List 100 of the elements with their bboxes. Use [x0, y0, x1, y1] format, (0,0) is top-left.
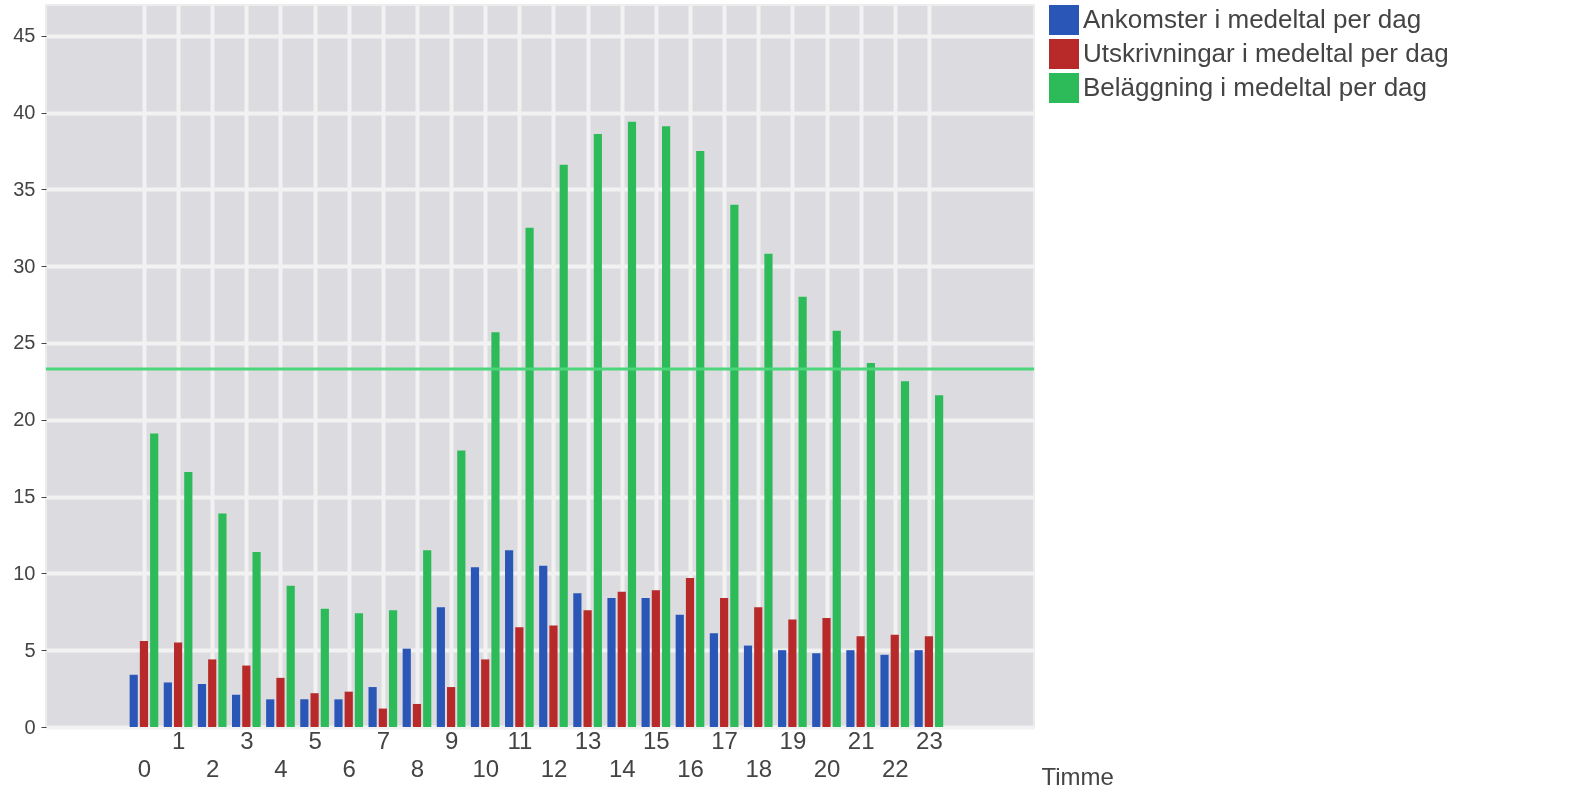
- bar: [607, 597, 616, 727]
- bar: [822, 617, 831, 727]
- x-axis-title: Timme: [1041, 762, 1114, 790]
- y-tick-label: 15: [13, 485, 36, 508]
- x-tick-label: 15: [643, 726, 670, 754]
- bar: [320, 608, 329, 727]
- x-tick-label: 17: [711, 726, 738, 754]
- bar: [539, 565, 548, 727]
- x-tick-label: 9: [444, 726, 459, 754]
- bar: [300, 699, 309, 727]
- y-tick-label: 45: [13, 24, 36, 47]
- bar: [662, 126, 671, 727]
- y-tick-label: 25: [13, 331, 36, 354]
- x-tick-label: 11: [507, 726, 533, 754]
- x-tick-label: 20: [813, 754, 841, 782]
- bar: [924, 636, 933, 727]
- bar: [266, 699, 275, 727]
- bar: [583, 610, 592, 727]
- legend-label: Beläggning i medeltal per dag: [1083, 72, 1428, 102]
- bar: [743, 645, 753, 727]
- bar: [344, 691, 353, 727]
- bar: [286, 585, 295, 727]
- bar: [129, 674, 138, 727]
- bar: [163, 682, 172, 727]
- bar: [651, 590, 660, 727]
- legend-label: Ankomster i medeltal per dag: [1083, 4, 1422, 34]
- bar: [505, 550, 514, 727]
- bar: [354, 613, 364, 727]
- bar: [880, 654, 889, 727]
- y-tick-label: 5: [24, 638, 36, 661]
- bar: [252, 551, 261, 727]
- bar: [764, 253, 773, 727]
- x-tick-label: 10: [472, 754, 500, 782]
- bar: [368, 687, 377, 727]
- bar: [914, 650, 923, 727]
- x-tick-label: 7: [376, 726, 391, 754]
- bar: [436, 607, 445, 727]
- bar: [778, 650, 787, 727]
- x-tick-label: 4: [274, 754, 288, 782]
- y-tick-label: 35: [13, 177, 36, 200]
- bar: [559, 164, 568, 727]
- bar: [139, 640, 149, 727]
- bar: [798, 296, 807, 727]
- bar: [150, 433, 159, 727]
- bar: [720, 597, 729, 727]
- x-tick-label: 2: [206, 754, 220, 782]
- y-tick-label: 30: [13, 254, 36, 277]
- bar: [685, 577, 695, 727]
- x-tick-label: 21: [847, 726, 875, 754]
- bar: [788, 619, 797, 727]
- x-tick-label: 0: [137, 754, 152, 782]
- x-tick-label: 14: [608, 754, 636, 782]
- bar: [856, 636, 865, 727]
- bar: [846, 650, 855, 727]
- bar: [423, 550, 432, 727]
- bar: [232, 694, 241, 727]
- x-tick-label: 16: [677, 754, 704, 782]
- bar: [310, 693, 319, 727]
- bar: [173, 642, 183, 727]
- bar: [197, 683, 207, 727]
- bar: [935, 395, 944, 727]
- bar: [812, 653, 821, 727]
- x-tick-label: 22: [881, 754, 909, 782]
- bar: [709, 633, 718, 727]
- bar: [276, 677, 285, 727]
- x-tick-label: 23: [916, 726, 943, 754]
- bar: [184, 472, 193, 727]
- bar: [242, 665, 251, 727]
- bar: [457, 450, 466, 727]
- bar: [641, 597, 650, 727]
- x-tick-label: 3: [240, 726, 254, 754]
- bar: [378, 708, 387, 727]
- y-tick-label: 20: [13, 408, 36, 431]
- bar: [208, 659, 217, 727]
- x-tick-label: 6: [342, 754, 356, 782]
- bar: [218, 513, 227, 727]
- bar: [696, 150, 705, 727]
- bar: [890, 634, 899, 727]
- bar: [402, 648, 411, 727]
- x-tick-label: 1: [171, 726, 186, 754]
- bar: [754, 607, 763, 727]
- legend-label: Utskrivningar i medeltal per dag: [1083, 38, 1449, 68]
- bar: [675, 614, 684, 727]
- bar: [334, 699, 343, 727]
- bar: [491, 332, 500, 727]
- bar: [525, 227, 534, 727]
- y-tick-label: 10: [13, 561, 36, 584]
- x-tick-label: 19: [779, 726, 807, 754]
- x-tick-label: 8: [410, 754, 425, 782]
- bar: [617, 591, 626, 727]
- x-tick-label: 5: [308, 726, 322, 754]
- bar: [388, 610, 398, 727]
- bar: [412, 703, 422, 727]
- x-tick-label: 18: [745, 754, 773, 782]
- bar: [549, 625, 558, 727]
- bar: [515, 627, 524, 727]
- x-tick-label: 12: [540, 754, 568, 782]
- bar: [470, 567, 480, 727]
- bar: [447, 687, 456, 727]
- bar: [573, 593, 582, 727]
